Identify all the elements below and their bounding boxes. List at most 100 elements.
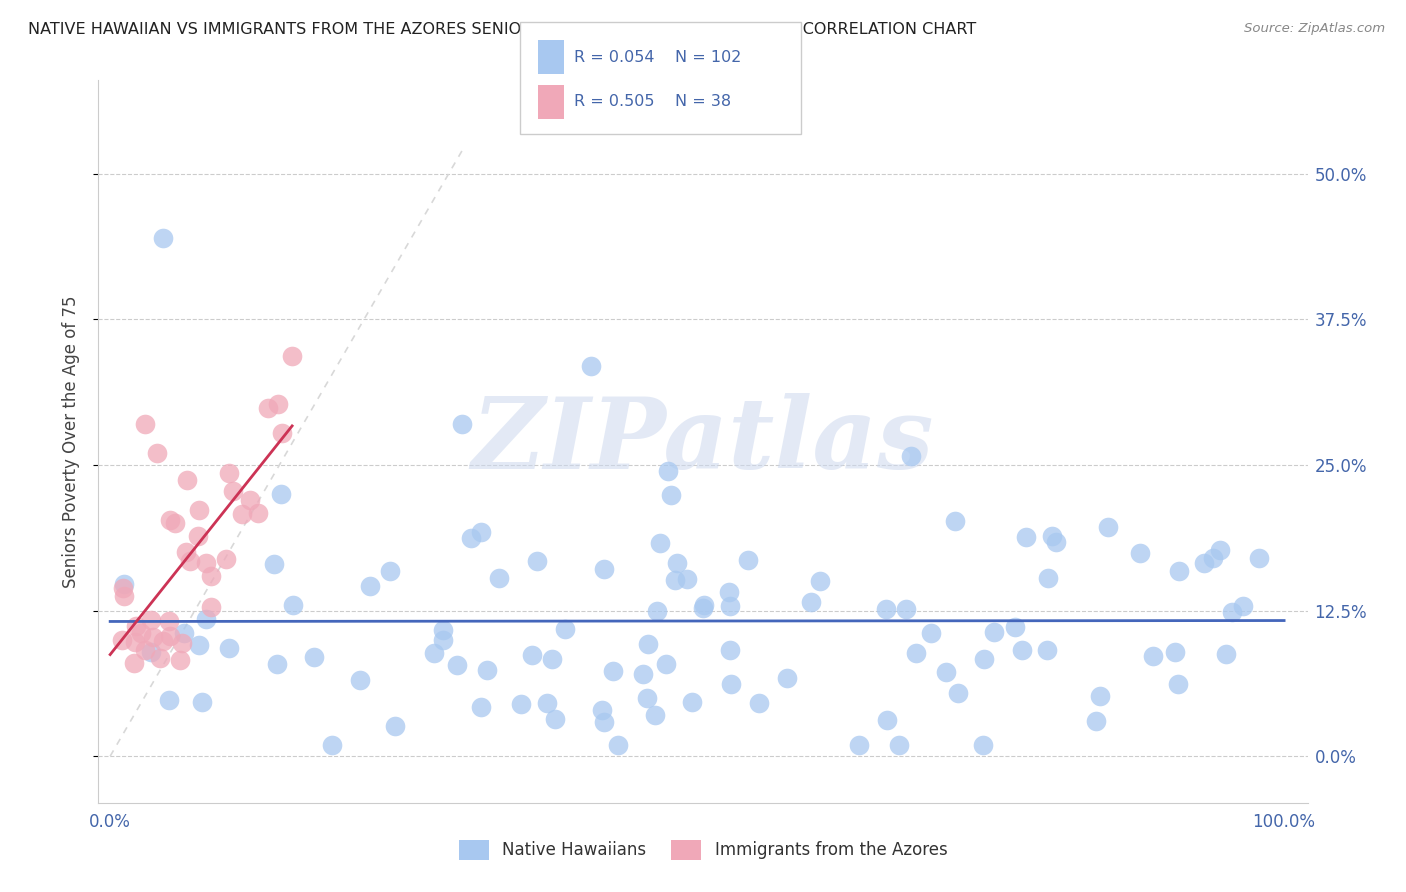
Point — [304, 649, 326, 664]
Point — [1164, 645, 1187, 659]
Point — [349, 673, 371, 687]
Point — [470, 524, 492, 539]
Legend: Native Hawaiians, Immigrants from the Azores: Native Hawaiians, Immigrants from the Az… — [453, 833, 953, 867]
Point — [470, 700, 492, 714]
Point — [218, 466, 240, 480]
Point — [1045, 534, 1067, 549]
Point — [1129, 546, 1152, 560]
Point — [222, 484, 245, 499]
Point — [111, 632, 134, 647]
Point — [266, 397, 288, 411]
Point — [645, 604, 668, 618]
Point — [122, 656, 145, 670]
Point — [159, 629, 181, 643]
Point — [247, 506, 270, 520]
Point — [900, 449, 922, 463]
Point — [593, 714, 616, 729]
Point — [536, 696, 558, 710]
Point — [112, 589, 135, 603]
Point — [359, 579, 381, 593]
Point — [544, 712, 567, 726]
Point — [1167, 676, 1189, 690]
Text: R = 0.505    N = 38: R = 0.505 N = 38 — [574, 95, 731, 109]
Point — [1015, 530, 1038, 544]
Point — [200, 599, 222, 614]
Point — [644, 708, 666, 723]
Text: R = 0.054    N = 102: R = 0.054 N = 102 — [574, 50, 741, 64]
Point — [972, 738, 994, 752]
Point — [187, 529, 209, 543]
Point — [1097, 519, 1119, 533]
Point — [602, 664, 624, 678]
Point — [451, 417, 474, 431]
Point — [218, 640, 240, 655]
Point — [648, 535, 671, 549]
Point — [718, 643, 741, 657]
Point — [163, 516, 186, 530]
Point — [475, 664, 498, 678]
Point — [1142, 648, 1164, 663]
Point — [693, 599, 716, 613]
Point — [526, 554, 548, 568]
Point — [1084, 714, 1107, 728]
Point — [1215, 647, 1237, 661]
Point — [510, 697, 533, 711]
Text: NATIVE HAWAIIAN VS IMMIGRANTS FROM THE AZORES SENIORS POVERTY OVER THE AGE OF 75: NATIVE HAWAIIAN VS IMMIGRANTS FROM THE A… — [28, 22, 976, 37]
Point — [983, 625, 1005, 640]
Point — [157, 693, 180, 707]
Point — [748, 696, 770, 710]
Point — [446, 657, 468, 672]
Point — [1209, 542, 1232, 557]
Point — [378, 564, 401, 578]
Point — [637, 637, 659, 651]
Point — [215, 552, 238, 566]
Point — [776, 671, 799, 685]
Point — [675, 572, 697, 586]
Point — [581, 359, 603, 373]
Point — [194, 557, 217, 571]
Point — [257, 401, 280, 416]
Point — [176, 545, 198, 559]
Point — [1232, 599, 1254, 614]
Point — [800, 594, 823, 608]
Point — [129, 626, 152, 640]
Point — [152, 633, 174, 648]
Point — [384, 719, 406, 733]
Point — [125, 619, 148, 633]
Point — [720, 676, 742, 690]
Point — [876, 713, 898, 727]
Point — [423, 646, 446, 660]
Point — [875, 602, 897, 616]
Point — [152, 230, 174, 244]
Point — [157, 614, 180, 628]
Point — [606, 738, 628, 752]
Point — [1168, 564, 1191, 578]
Point — [718, 599, 741, 614]
Point — [935, 665, 957, 679]
Point — [945, 515, 967, 529]
Point — [239, 492, 262, 507]
Point — [134, 642, 156, 657]
Point — [176, 473, 198, 487]
Point — [139, 645, 162, 659]
Point — [488, 571, 510, 585]
Point — [200, 569, 222, 583]
Point — [659, 488, 682, 502]
Point — [321, 738, 343, 752]
Point — [593, 562, 616, 576]
Point — [188, 502, 211, 516]
Point — [591, 703, 613, 717]
Point — [1004, 620, 1026, 634]
Point — [191, 695, 214, 709]
Point — [134, 417, 156, 431]
Point — [1202, 551, 1225, 566]
Point — [432, 623, 454, 637]
Point — [920, 626, 942, 640]
Point — [1088, 690, 1111, 704]
Point — [266, 657, 288, 671]
Point — [149, 650, 172, 665]
Point — [1040, 529, 1063, 543]
Point — [179, 554, 201, 568]
Text: Source: ZipAtlas.com: Source: ZipAtlas.com — [1244, 22, 1385, 36]
Point — [231, 507, 253, 521]
